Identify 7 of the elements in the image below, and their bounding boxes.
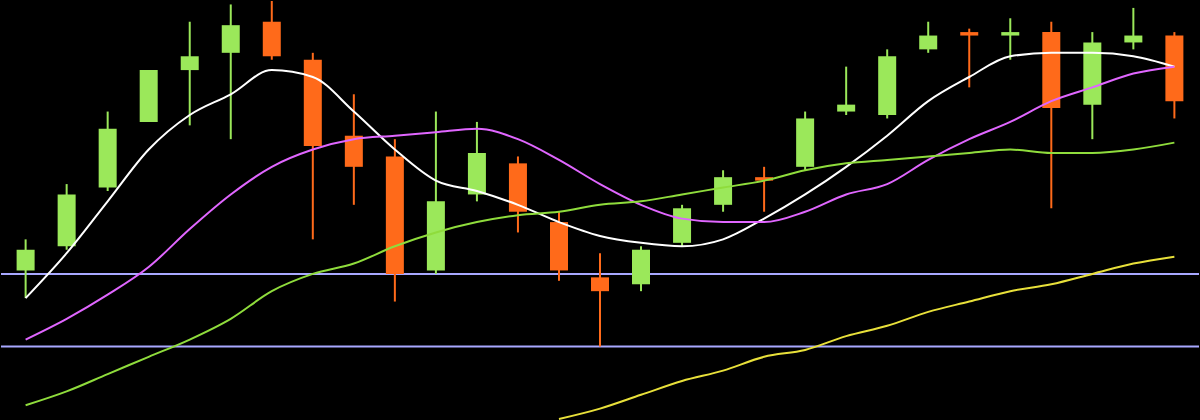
- candlestick: [1001, 17, 1020, 61]
- candlestick: [919, 20, 938, 54]
- candlestick: [837, 65, 856, 116]
- candlestick: [591, 252, 609, 348]
- candlestick: [180, 20, 199, 127]
- candlestick: [960, 27, 979, 89]
- candlestick: [16, 238, 35, 300]
